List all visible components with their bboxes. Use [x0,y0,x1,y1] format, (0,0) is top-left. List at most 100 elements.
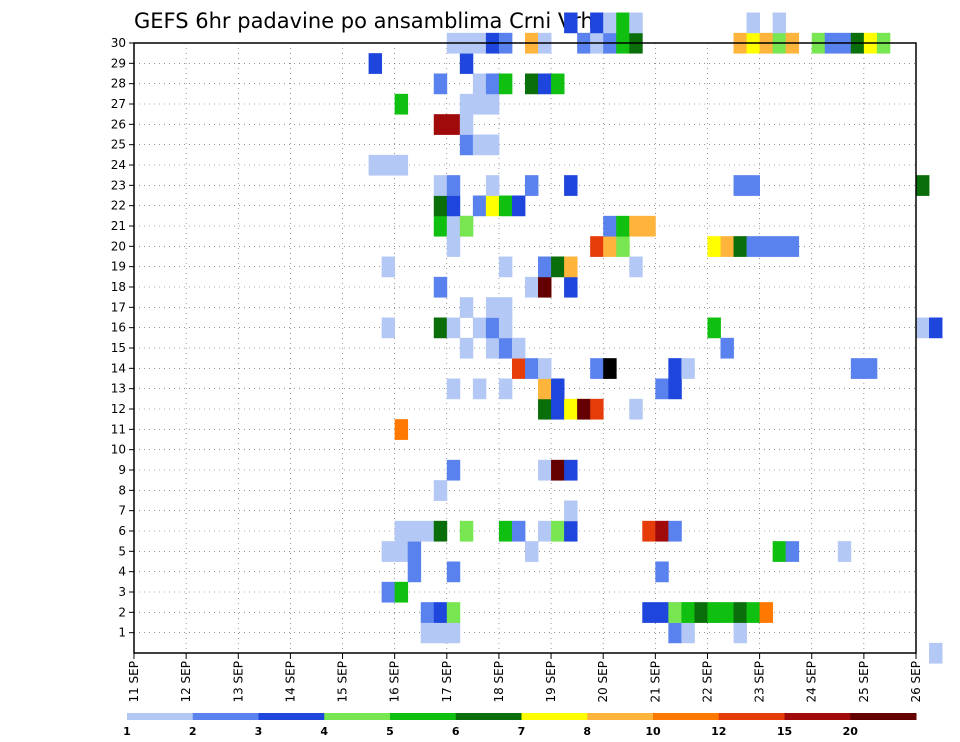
colorbar-label: 5 [386,725,394,738]
colorbar-label: 12 [711,725,726,738]
x-tick-label: 19 SEP [544,661,558,703]
colorbar-label: 15 [777,725,792,738]
y-tick-label: 17 [111,300,126,314]
y-tick-label: 21 [111,219,126,233]
colorbar-swatch [192,713,259,720]
x-tick-label: 17 SEP [440,661,454,703]
heatmap-cell [368,53,383,74]
x-tick-label: 13 SEP [231,661,245,703]
y-tick-label: 14 [111,361,126,375]
y-tick-label: 6 [118,524,126,538]
heatmap-cell [564,256,578,278]
heatmap-cell [368,154,383,176]
heatmap-cell [603,358,617,379]
heatmap-cell [433,480,448,501]
heatmap-cell [433,195,448,217]
heatmap-cell [538,256,552,278]
heatmap-cell [381,317,396,339]
heatmap-cell [511,520,526,542]
y-tick-label: 19 [111,260,126,274]
heatmap-cell [446,317,461,339]
heatmap-cell [603,12,617,34]
y-tick-label: 8 [118,483,126,497]
heatmap-cell [511,358,526,379]
heatmap-cell [785,541,800,562]
y-tick-label: 11 [111,422,126,436]
heatmap-cell [472,195,487,217]
heatmap-cell [668,602,682,623]
heatmap-cell [564,175,578,196]
heatmap-cell [381,154,396,176]
heatmap-cell [433,175,448,196]
heatmap-cell [746,236,760,257]
heatmap-cell [459,114,474,135]
heatmap-cell [433,622,448,644]
heatmap-cell [681,602,695,623]
heatmap-cell [629,215,643,237]
heatmap-cell [538,358,552,379]
y-tick-label: 7 [118,504,126,518]
heatmap-cell [668,378,682,400]
heatmap-cell [785,236,800,257]
heatmap-cell [420,602,435,623]
heatmap-cell [551,73,565,95]
heatmap-cell [590,12,604,34]
x-tick-label: 12 SEP [179,661,193,703]
heatmap-cell [759,602,774,623]
y-tick-label: 28 [111,77,126,91]
heatmap-cell [485,317,500,339]
heatmap-cell [837,541,852,562]
colorbar-swatch [127,713,194,720]
heatmap-cell [616,12,630,34]
heatmap-cell [564,12,578,34]
heatmap-cell [433,114,448,135]
heatmap-cell [746,12,760,34]
heatmap-cell [394,419,409,440]
y-tick-label: 12 [111,402,126,416]
heatmap-cell [707,236,721,257]
heatmap-cell [525,358,539,379]
colorbar-label: 10 [645,725,661,738]
heatmap-cell [446,561,461,583]
colorbar-label: 7 [518,725,526,738]
heatmap-cell [577,398,591,420]
heatmap-cell [472,134,487,156]
heatmap-cell [525,73,539,95]
heatmap-cell [551,398,565,420]
y-tick-label: 3 [118,585,126,599]
heatmap-cell [538,398,552,420]
heatmap-cell [694,602,708,623]
heatmap-cell [394,520,409,542]
x-tick-label: 22 SEP [700,661,714,703]
heatmap-cell [394,581,409,603]
colorbar-label: 1 [123,725,131,738]
heatmap-cell [525,276,539,298]
colorbar-swatch [784,713,851,720]
colorbar-label: 8 [583,725,591,738]
heatmap-cell [590,398,604,420]
heatmap-cell [655,561,669,583]
heatmap-cell [538,459,552,481]
heatmap-cell [433,276,448,298]
heatmap-cell [446,215,461,237]
colorbar-label: 20 [843,725,859,738]
heatmap-cell [916,175,930,196]
heatmap-cell [525,541,539,562]
x-tick-label: 11 SEP [127,661,141,703]
x-tick-label: 15 SEP [336,661,350,703]
heatmap-cell [446,114,461,135]
heatmap-cell [720,236,734,257]
y-tick-label: 23 [111,178,126,192]
heatmap-cell [720,337,734,359]
heatmap-cell [733,602,747,623]
heatmap-cell [407,520,422,542]
x-tick-label: 16 SEP [388,661,402,703]
heatmap-cell [538,276,552,298]
y-tick-label: 29 [111,56,126,70]
heatmap-cell [538,520,552,542]
y-tick-label: 22 [111,199,126,213]
colorbar-swatch [521,713,588,720]
colorbar-label: 4 [320,725,328,738]
heatmap-cell [590,236,604,257]
heatmap-cell [511,195,526,217]
